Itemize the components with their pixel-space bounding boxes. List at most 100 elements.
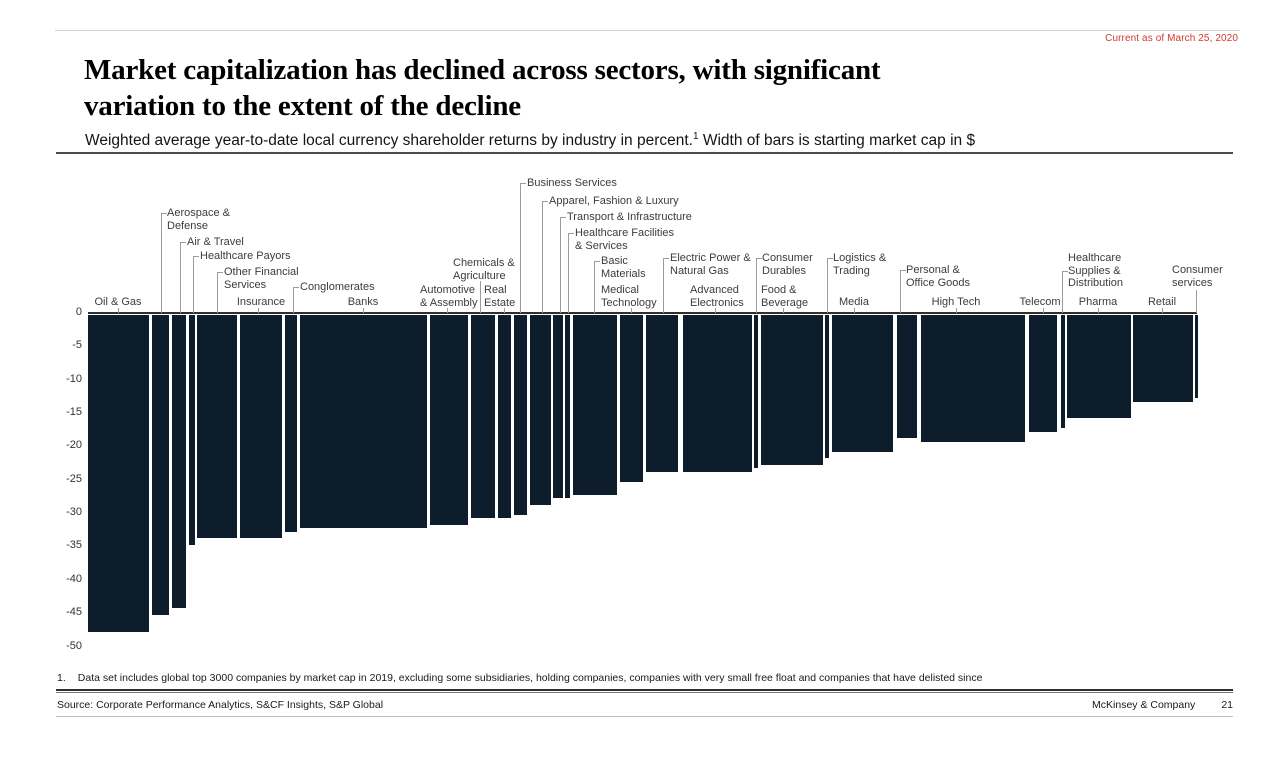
- sector-label-line: Medical: [601, 284, 639, 296]
- connector-elbow-personal-office-goods: [901, 270, 906, 271]
- label-tick-advanced-electronics: [715, 308, 716, 313]
- label-tick-telecom: [1043, 308, 1044, 313]
- footnote-divider: [56, 689, 1233, 691]
- bar-automotive-assembly: [430, 315, 468, 525]
- sector-label-line: Consumer: [762, 252, 813, 264]
- bar-insurance: [240, 315, 282, 538]
- connector-electric-power-natural-gas: [663, 258, 664, 313]
- sector-label-pharma: Pharma: [1079, 296, 1118, 309]
- label-tick-automotive-assembly: [447, 308, 448, 313]
- sector-label-line: Office Goods: [906, 276, 970, 289]
- label-tick-insurance: [258, 308, 259, 313]
- chart-subtitle-main: Weighted average year-to-date local curr…: [85, 132, 693, 150]
- page-number: 21: [1221, 699, 1233, 711]
- label-tick-real-estate: [504, 308, 505, 313]
- sector-label-line: Logistics &: [833, 252, 887, 264]
- sector-label-insurance: Insurance: [237, 296, 285, 309]
- label-tick-banks: [363, 308, 364, 313]
- sector-label-line: Apparel, Fashion & Luxury: [549, 195, 679, 207]
- sector-label-line: Estate: [484, 296, 516, 309]
- sector-label-line: Healthcare: [1068, 252, 1122, 264]
- connector-consumer-services: [1196, 290, 1197, 313]
- sector-label-healthcare-facilities-services: Healthcare Facilities & Services: [575, 227, 674, 252]
- connector-basic-materials: [594, 261, 595, 313]
- sector-label-line: & Services: [575, 239, 628, 252]
- sector-label-basic-materials: Basic Materials: [601, 255, 646, 280]
- sector-label-line: Air & Travel: [187, 236, 244, 248]
- connector-elbow-healthcare-supplies-distribution: [1063, 271, 1068, 272]
- connector-elbow-business-services: [521, 183, 526, 184]
- sector-label-line: Advanced: [690, 284, 739, 296]
- sector-label-line: Healthcare Payors: [200, 250, 291, 262]
- connector-other-financial-services: [217, 272, 218, 313]
- sector-label-line: Banks: [347, 296, 379, 308]
- connector-logistics-trading: [827, 258, 828, 313]
- sector-label-telecom: Telecom: [1020, 296, 1061, 309]
- connector-elbow-transport-infrastructure: [561, 217, 566, 218]
- bar-food-beverage: [761, 315, 823, 465]
- connector-healthcare-payors: [193, 256, 194, 313]
- y-axis-tick-label--15: -15: [66, 406, 82, 419]
- bar-media: [832, 315, 893, 452]
- connector-transport-infrastructure: [560, 217, 561, 313]
- bottom-divider: [56, 716, 1233, 717]
- sector-label-conglomerates: Conglomerates: [300, 281, 375, 294]
- sector-label-line: Materials: [601, 267, 646, 280]
- sector-label-line: Healthcare Facilities: [575, 227, 675, 239]
- sector-label-line: Business Services: [527, 177, 617, 189]
- sector-label-air-travel: Air & Travel: [187, 236, 244, 249]
- connector-elbow-air-travel: [181, 242, 186, 243]
- sector-label-media: Media: [839, 296, 869, 309]
- sector-label-line: Insurance: [236, 296, 286, 308]
- sector-label-line: & Assembly: [420, 296, 478, 309]
- sector-label-business-services: Business Services: [527, 177, 617, 190]
- sector-label-line: Services: [224, 278, 267, 291]
- sector-label-other-financial-services: Other Financial Services: [224, 266, 299, 291]
- sector-label-line: Electric Power &: [670, 252, 751, 264]
- footer-right: McKinsey & Company 21: [1092, 699, 1233, 711]
- sector-label-line: Distribution: [1068, 277, 1124, 289]
- sector-label-medical-technology: Medical Technology: [601, 284, 657, 309]
- y-axis-tick-label--5: -5: [72, 339, 82, 352]
- connector-elbow-aerospace-defense: [162, 213, 167, 214]
- sector-label-consumer-services: Consumer services: [1172, 264, 1223, 289]
- bar-high-tech: [921, 315, 1025, 442]
- label-tick-high-tech: [956, 308, 957, 313]
- x-axis-zero-line: [88, 312, 1197, 314]
- sector-label-line: Aerospace &: [167, 207, 230, 219]
- sector-label-line: Durables: [762, 264, 807, 277]
- page-title: Market capitalization has declined acros…: [84, 52, 1234, 124]
- y-axis-tick-label--50: -50: [66, 639, 82, 652]
- sector-label-line: Trading: [833, 264, 870, 277]
- connector-consumer-durables: [756, 258, 757, 313]
- sector-label-line: Media: [839, 296, 869, 308]
- label-tick-medical-technology: [631, 308, 632, 313]
- sector-label-retail: Retail: [1148, 296, 1176, 309]
- footnote-reference: 1: [692, 131, 699, 142]
- y-axis-tick-label--30: -30: [66, 506, 82, 519]
- sector-label-line: Real: [484, 284, 507, 296]
- bar-real-estate: [498, 315, 511, 518]
- sector-label-line: Oil & Gas: [94, 296, 142, 308]
- bar-chemicals-agriculture: [471, 315, 495, 518]
- bar-pharma: [1067, 315, 1131, 418]
- connector-elbow-basic-materials: [595, 261, 600, 262]
- bar-telecom: [1029, 315, 1057, 432]
- sector-label-line: Pharma: [1078, 296, 1118, 308]
- connector-chemicals-agriculture: [480, 281, 481, 313]
- sector-label-healthcare-supplies-distribution: Healthcare Supplies & Distribution: [1068, 252, 1123, 290]
- connector-apparel-fashion-luxury: [542, 201, 543, 313]
- y-axis-tick-label--25: -25: [66, 472, 82, 485]
- page-title-line2: variation to the extent of the decline: [84, 90, 521, 122]
- bar-apparel-fashion-luxury: [530, 315, 551, 505]
- footnote: 1. Data set includes global top 3000 com…: [57, 672, 1233, 684]
- sector-label-high-tech: High Tech: [932, 296, 981, 309]
- source-row: Source: Corporate Performance Analytics,…: [57, 699, 1233, 711]
- connector-elbow-healthcare-payors: [194, 256, 199, 257]
- sector-label-line: Food &: [761, 284, 797, 296]
- sector-label-line: High Tech: [931, 296, 981, 308]
- bar-medical-technology: [620, 315, 643, 482]
- page-title-line1: Market capitalization has declined acros…: [84, 54, 881, 86]
- company-name: McKinsey & Company: [1092, 699, 1196, 711]
